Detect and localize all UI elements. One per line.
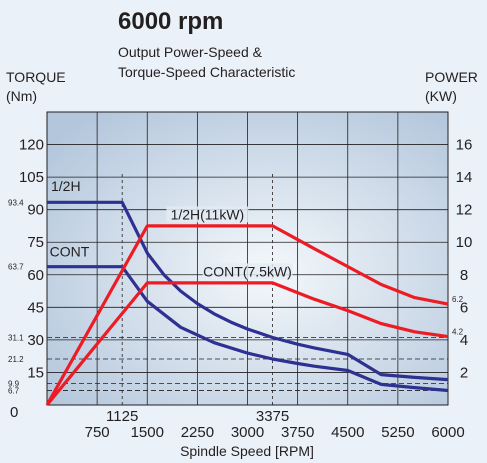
y-left-small-tick-label: 93.4 — [8, 198, 24, 207]
y-left-tick-label: 15 — [27, 364, 44, 381]
y-left-small-tick-label: 6.7 — [8, 386, 20, 395]
series-label: CONT — [50, 243, 90, 259]
y-left-tick-label: 30 — [27, 332, 44, 349]
x-tick-label: 3000 — [231, 424, 264, 441]
series-label: CONT(7.5kW) — [203, 263, 292, 279]
y-left-small-tick-label: 9.9 — [8, 380, 20, 389]
y-right-tick-label: 12 — [456, 202, 473, 219]
y-left-tick-label: 75 — [27, 234, 44, 251]
left-axis-title-line-1: TORQUE — [6, 69, 66, 85]
series-label: 1/2H — [51, 178, 81, 194]
x-tick-label: 4500 — [331, 424, 364, 441]
y-left-small-tick-label: 21.2 — [8, 355, 24, 364]
series-line-1-2h — [47, 200, 449, 382]
chart-subtitle-line-2: Torque-Speed Characteristic — [118, 64, 295, 80]
y-left-tick-label: 60 — [27, 267, 44, 284]
y-left-tick-label: 45 — [27, 299, 44, 316]
left-axis-title-line-2: (Nm) — [6, 88, 37, 104]
x-tick-label: 750 — [85, 424, 110, 441]
x-tick-label: 1500 — [131, 424, 164, 441]
y-left-tick-label: 105 — [19, 169, 44, 186]
x-tick-label: 3750 — [281, 424, 314, 441]
y-left-small-tick-label: 63.7 — [8, 263, 24, 272]
y-left-tick-label: 90 — [27, 202, 44, 219]
y-right-tick-label: 6 — [460, 299, 468, 316]
reference-lines — [47, 172, 448, 405]
x-tick-label: 2250 — [181, 424, 214, 441]
y-right-tick-label: 10 — [456, 234, 473, 251]
y-left-tick-label-zero: 0 — [10, 404, 18, 421]
y-right-tick-label: 16 — [456, 137, 473, 154]
y-right-tick-label: 4 — [460, 332, 468, 349]
x-tick-label: 5250 — [381, 424, 414, 441]
series-label: 1/2H(11kW) — [171, 206, 245, 222]
y-right-small-tick-label: 6.2 — [452, 295, 464, 304]
x-tick-label: 6000 — [431, 424, 464, 441]
right-axis-title-line-1: POWER — [425, 69, 478, 85]
tick-labels: 750 1500 2250 3000 3750 4500 5250 6000 1125 3375 0… — [8, 137, 472, 441]
y-left-small-tick-label: 31.1 — [8, 334, 24, 343]
y-left-tick-label: 120 — [19, 137, 44, 154]
y-right-tick-label: 14 — [456, 169, 473, 186]
x-axis-title: Spindle Speed [RPM] — [180, 443, 314, 459]
series-label-background — [202, 263, 293, 280]
y-right-tick-label: 8 — [460, 267, 468, 284]
series-line-cont-7-5kw- — [45, 281, 449, 407]
right-axis-title-line-2: (KW) — [425, 88, 457, 104]
x-tick-label-extra: 3375 — [256, 408, 289, 425]
y-right-small-tick-label: 4.2 — [452, 328, 464, 337]
x-tick-label-extra: 1125 — [106, 408, 138, 425]
series-line-1-2h-11kw- — [45, 224, 449, 406]
series-line-cont — [47, 265, 449, 393]
y-right-tick-label: 2 — [460, 364, 468, 381]
series-label-background — [166, 206, 249, 223]
chart-title: 6000 rpm — [118, 8, 223, 35]
series-lines — [45, 200, 449, 407]
chart-subtitle-line-1: Output Power-Speed & — [118, 44, 263, 60]
series-labels: 1/2H CONT 1/2H(11kW) CONT(7.5kW) — [50, 178, 293, 280]
